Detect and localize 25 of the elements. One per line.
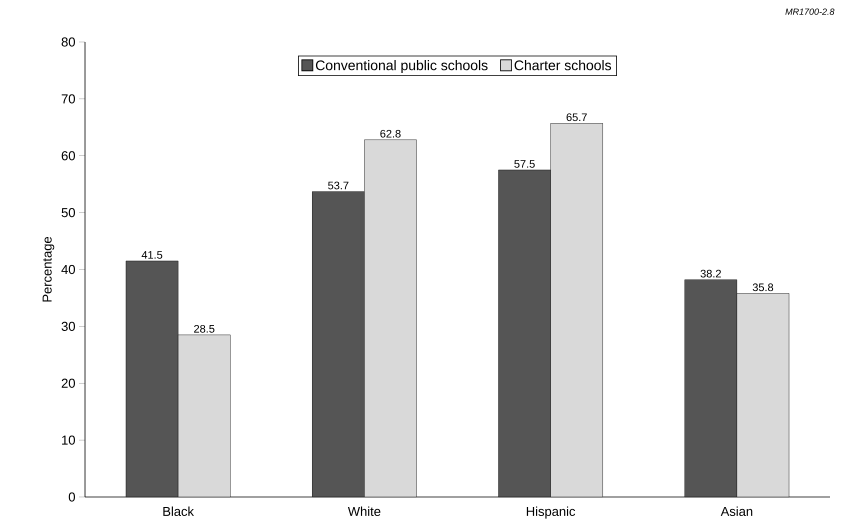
y-tick-label: 0 [68,492,75,502]
data-label: 62.8 [380,130,401,138]
data-label: 38.2 [700,270,721,278]
x-tick-label: Asian [720,506,752,516]
data-label: 35.8 [752,283,774,292]
y-tick-label: 50 [62,208,75,218]
y-tick-label: 20 [62,378,75,388]
y-tick-label: 60 [62,151,75,160]
data-label: 65.7 [566,113,587,122]
text: MR1700-2.8 [785,8,834,15]
data-label: 53.7 [328,182,348,190]
legend-label: Conventional public schools [316,60,488,74]
y-tick-label: 10 [62,436,75,445]
y-tick-label: 80 [62,37,75,47]
y-tick-label: 70 [62,94,75,104]
y-tick-label: 40 [61,264,75,274]
data-label: 41.5 [142,251,162,259]
y-axis-title: Percentage [42,236,54,302]
data-label: 28.5 [194,324,214,333]
x-tick-label: White [348,506,380,516]
x-tick-label: Hispanic [526,506,576,519]
legend-label: Charter schools [514,60,612,70]
data-label: 57.5 [514,160,535,168]
y-tick-label: 30 [62,322,75,331]
x-tick-label: Black [163,506,194,516]
